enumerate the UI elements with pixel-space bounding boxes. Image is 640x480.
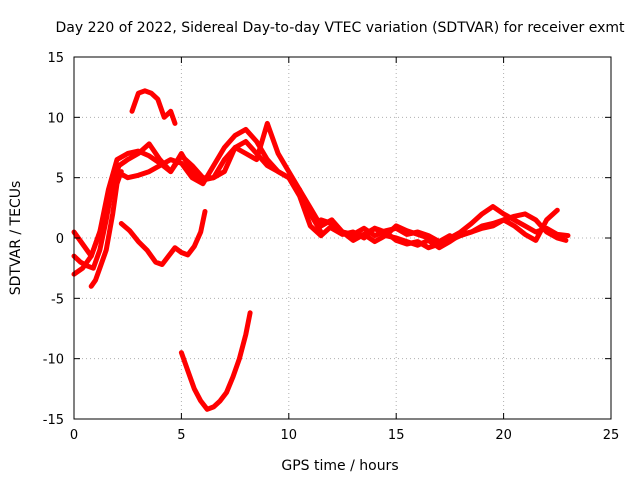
x-tick-label: 5	[177, 428, 185, 443]
x-tick-label: 10	[281, 428, 298, 443]
series-line-arc-3	[71, 120, 335, 277]
series-line-arc-2	[71, 126, 335, 259]
y-tick-label: -15	[43, 413, 64, 428]
x-tick-label: 0	[70, 428, 78, 443]
series-line-arc-6	[118, 209, 208, 267]
series-line-arc-7	[178, 310, 253, 412]
tick-layer: 0 5 10 15 20 25 -15 -10 -5 0 5 10 15	[43, 51, 620, 443]
series-line-arc-4	[88, 169, 124, 289]
y-tick-label: -5	[51, 292, 64, 307]
y-tick-label: -10	[43, 353, 64, 368]
y-tick-label: 15	[47, 51, 64, 66]
y-tick-label: 10	[47, 111, 64, 126]
x-axis-label: GPS time / hours	[281, 458, 398, 474]
y-axis-label: SDTVAR / TECUs	[8, 181, 24, 296]
series-line-arc-5	[129, 88, 178, 126]
chart-title: Day 220 of 2022, Sidereal Day-to-day VTE…	[56, 20, 626, 36]
series-line-arc-10	[340, 207, 560, 251]
series-line-arc-11	[286, 175, 453, 245]
x-tick-label: 20	[495, 428, 512, 443]
x-tick-label: 25	[603, 428, 620, 443]
series-layer	[71, 88, 571, 412]
x-tick-label: 15	[388, 428, 405, 443]
y-tick-label: 5	[56, 172, 64, 187]
y-tick-label: 0	[56, 232, 64, 247]
